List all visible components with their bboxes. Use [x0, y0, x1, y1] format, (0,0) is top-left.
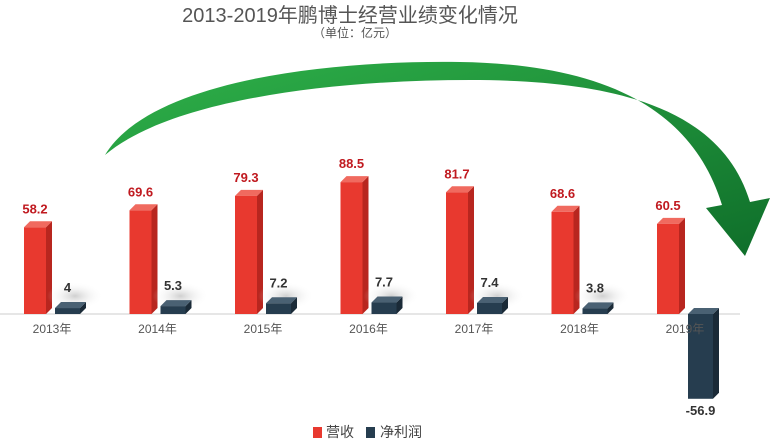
chart-subtitle: （单位：亿元） [313, 25, 397, 40]
revenue-value-label: 58.2 [22, 201, 47, 216]
revenue-bar-top [235, 189, 263, 196]
net-profit-bar [688, 314, 713, 399]
revenue-bar-side [257, 189, 263, 314]
net-profit-bar-side [502, 296, 508, 314]
legend-label-net-profit: 净利润 [380, 424, 422, 440]
net-profit-bar-top [266, 297, 297, 304]
revenue-bar-side [362, 176, 369, 314]
revenue-bar [340, 182, 363, 314]
revenue-bar-top [129, 204, 158, 211]
net-profit-bar-side [80, 302, 86, 314]
category-label: 2018年 [560, 322, 599, 336]
net-profit-bar [266, 303, 291, 314]
revenue-bar [446, 192, 468, 314]
net-profit-value-label: 4 [64, 280, 72, 295]
revenue-bar-top [657, 217, 685, 224]
chart-title: 2013-2019年鹏博士经营业绩变化情况 [182, 4, 518, 27]
legend-swatch-net-profit [366, 427, 375, 438]
net-profit-bar-top [160, 300, 192, 307]
net-profit-bar-side [607, 302, 614, 314]
revenue-bar-top [446, 186, 474, 193]
category-label: 2014年 [138, 322, 177, 336]
net-profit-bar-top [55, 302, 86, 309]
category-label: 2013年 [33, 322, 72, 336]
net-profit-bar-top [582, 302, 614, 309]
revenue-bar [129, 210, 152, 314]
net-profit-bar-side [291, 297, 297, 314]
revenue-value-label: 68.6 [550, 186, 575, 201]
net-profit-bar-top [688, 308, 719, 314]
net-profit-bar-side [713, 308, 719, 399]
revenue-bar-side [679, 217, 685, 314]
category-label: 2016年 [349, 322, 388, 336]
revenue-value-label: 88.5 [339, 156, 364, 171]
legend-label-revenue: 营收 [326, 424, 354, 440]
net-profit-bar [582, 308, 608, 314]
net-profit-value-label: 3.8 [586, 280, 604, 295]
revenue-value-label: 81.7 [444, 166, 469, 181]
net-profit-bar-side [396, 296, 403, 314]
net-profit-bar [477, 302, 502, 314]
net-profit-value-label: 5.3 [164, 278, 182, 293]
revenue-bar-top [24, 221, 52, 228]
category-label: 2015年 [244, 322, 283, 336]
net-profit-value-label: -56.9 [686, 403, 716, 418]
revenue-bar [235, 195, 257, 314]
category-label: 2019年 [666, 322, 705, 336]
net-profit-bar-side [185, 300, 192, 314]
revenue-bar-side [573, 205, 580, 314]
revenue-value-label: 79.3 [233, 170, 258, 185]
net-profit-bar-top [371, 296, 403, 303]
legend: 营收 净利润 [313, 424, 422, 440]
revenue-bar-top [340, 176, 369, 183]
net-profit-bar [371, 302, 397, 314]
net-profit-value-label: 7.7 [375, 275, 393, 290]
net-profit-bar [55, 308, 80, 314]
net-profit-value-label: 7.4 [480, 275, 499, 290]
revenue-bar [657, 223, 679, 314]
revenue-bar-top [551, 205, 580, 212]
revenue-bar [551, 211, 574, 314]
revenue-bar-side [151, 204, 158, 314]
net-profit-bar-top [477, 296, 508, 303]
revenue-value-label: 60.5 [655, 198, 680, 213]
revenue-value-label: 69.6 [128, 184, 153, 199]
net-profit-bar [160, 306, 186, 314]
legend-swatch-revenue [313, 427, 322, 438]
net-profit-value-label: 7.2 [269, 275, 287, 290]
revenue-bar [24, 227, 46, 314]
revenue-bar-side [468, 186, 474, 314]
category-label: 2017年 [455, 322, 494, 336]
